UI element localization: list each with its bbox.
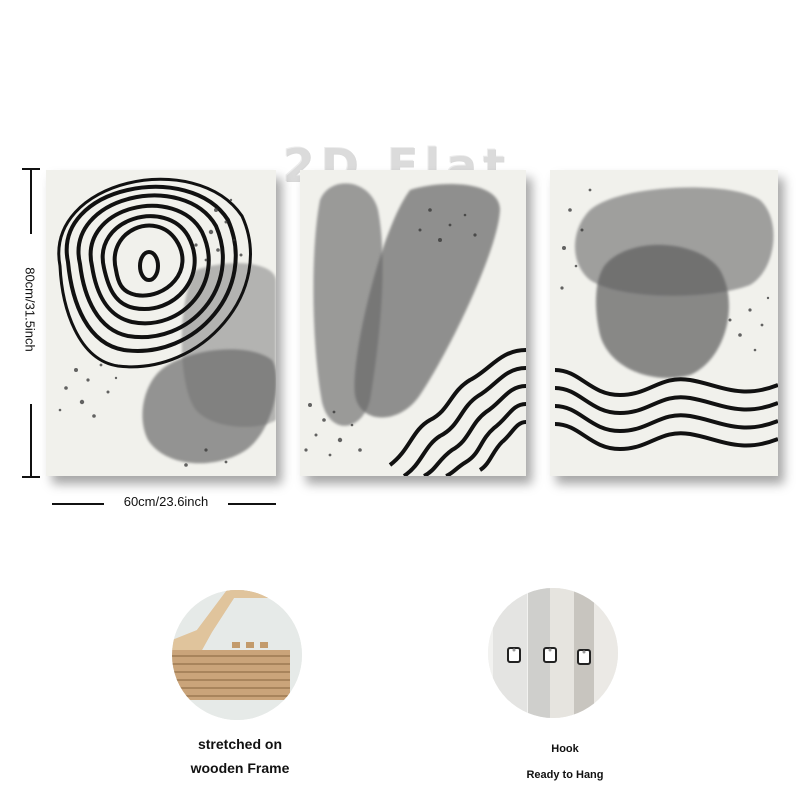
height-dimension-bottom-tick (22, 476, 40, 478)
hanging-hook-icon (488, 588, 618, 718)
canvas-panel-middle (300, 170, 526, 476)
hook-caption-line1: Hook (551, 743, 579, 755)
width-dimension-label: 60cm/23.6inch (123, 494, 209, 509)
frame-caption: stretched on wooden Frame (170, 732, 310, 780)
hook-caption-line2: Ready to Hang (526, 769, 604, 781)
canvas-panel-right (550, 170, 778, 476)
width-dimension-line-left (52, 503, 104, 505)
frame-caption-line1: stretched on (197, 736, 282, 752)
wooden-frame-photo (172, 590, 302, 720)
height-dimension-line-bottom (30, 404, 32, 478)
width-dimension-line-right (228, 503, 276, 505)
panel-middle-artwork (304, 183, 526, 476)
panel-right-artwork (554, 187, 778, 452)
wooden-frame-corner-icon (172, 590, 302, 720)
height-dimension-line-top (30, 168, 32, 234)
height-dimension-label: 80cm/31.5inch (22, 267, 38, 352)
panel-left-artwork (57, 177, 276, 467)
frame-caption-line2: wooden Frame (190, 760, 290, 776)
hook-photo (488, 588, 618, 718)
canvas-panel-left (46, 170, 276, 476)
hook-caption: Hook Ready to Hang (500, 736, 630, 788)
